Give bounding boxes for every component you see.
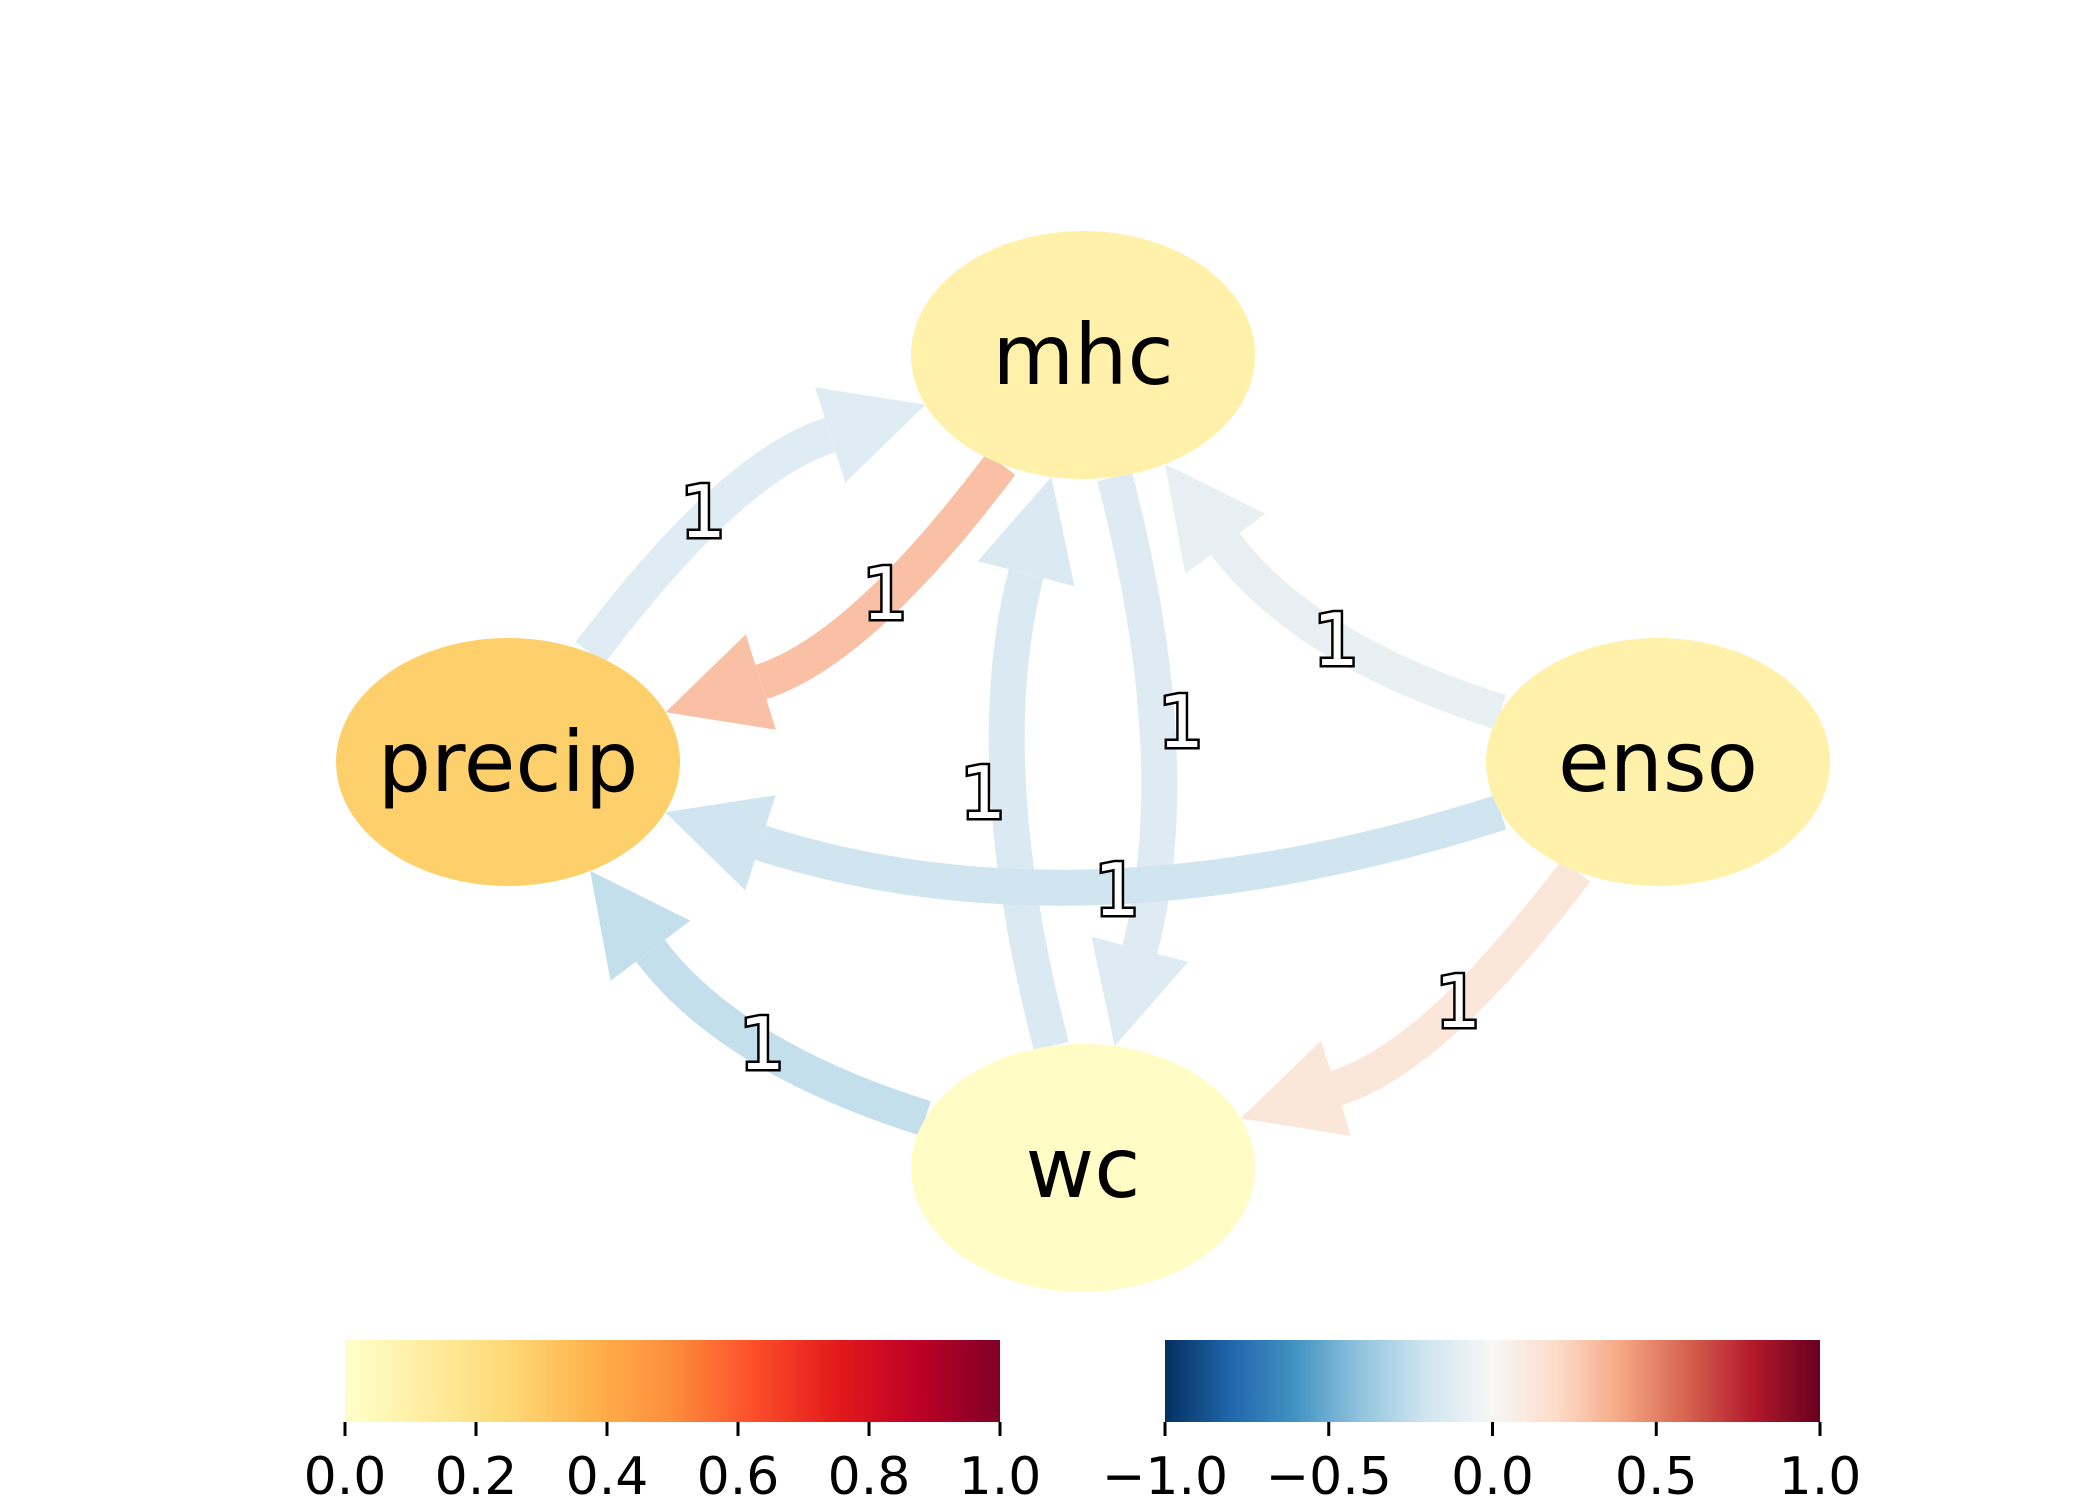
edge-mhc-precip: [665, 453, 1016, 730]
edge-arrowhead-enso-mhc: [1165, 463, 1266, 574]
edge-wc-mhc: [977, 476, 1075, 1051]
edge-label-wc-mhc: 1: [960, 751, 1006, 835]
edge-arrowhead-precip-mhc: [815, 387, 926, 483]
edge-shaft-mhc-precip: [755, 453, 1016, 700]
nodes-layer: mhc precip enso wc: [336, 231, 1830, 1292]
edge-label-mhc-wc: 1: [1158, 680, 1204, 764]
edge-enso-wc: [1240, 860, 1591, 1137]
node-label-wc: wc: [1026, 1119, 1141, 1217]
node-colorbar-ticks: 0.0 0.2 0.4 0.6 0.8 1.0: [304, 1422, 1042, 1500]
edge-label-wc-precip: 1: [739, 1002, 785, 1086]
edge-arrowhead-enso-precip: [665, 795, 776, 891]
node-wc: wc: [911, 1044, 1255, 1292]
edges-layer: [575, 387, 1591, 1137]
node-shape-mhc: [911, 231, 1255, 479]
edge-shaft-enso-mhc: [1210, 532, 1506, 730]
edge-colorbar-tick-label: 0.5: [1615, 1447, 1698, 1500]
node-colorbar: 0.0 0.2 0.4 0.6 0.8 1.0: [304, 1340, 1042, 1500]
edge-arrowhead-mhc-wc: [1091, 936, 1189, 1047]
edge-colorbar-ticks: −1.0 −0.5 0.0 0.5 1.0: [1102, 1422, 1861, 1500]
node-label-precip: precip: [378, 713, 639, 811]
edge-colorbar-gradient: [1165, 1340, 1820, 1422]
node-label-mhc: mhc: [992, 306, 1173, 404]
node-enso: enso: [1486, 638, 1830, 886]
node-shape-precip: [336, 638, 680, 886]
edge-precip-mhc: [575, 387, 926, 664]
edge-label-enso-precip: 1: [1094, 848, 1140, 932]
edge-label-enso-mhc: 1: [1313, 598, 1359, 682]
node-colorbar-tick-label: 0.6: [697, 1447, 780, 1500]
node-precip: precip: [336, 638, 680, 886]
edge-label-mhc-precip: 1: [862, 552, 908, 636]
node-mhc: mhc: [911, 231, 1255, 479]
node-colorbar-tick-label: 1.0: [959, 1447, 1042, 1500]
edge-colorbar-tick-label: −0.5: [1266, 1447, 1392, 1500]
node-label-enso: enso: [1558, 713, 1758, 811]
edge-label-enso-wc: 1: [1435, 960, 1481, 1044]
edge-shaft-wc-precip: [636, 939, 931, 1136]
node-colorbar-tick-label: 0.8: [828, 1447, 911, 1500]
edge-colorbar-tick-label: 0.0: [1451, 1447, 1534, 1500]
edge-arrowhead-mhc-precip: [665, 634, 776, 730]
node-colorbar-tick-label: 0.4: [566, 1447, 649, 1500]
edge-colorbar-tick-label: −1.0: [1102, 1447, 1228, 1500]
edge-arrowhead-wc-precip: [590, 870, 691, 981]
edge-enso-precip: [665, 795, 1507, 906]
edge-shaft-enso-wc: [1330, 860, 1591, 1106]
edge-label-precip-mhc: 1: [680, 470, 726, 554]
node-shape-enso: [1486, 638, 1830, 886]
edge-colorbar: −1.0 −0.5 0.0 0.5 1.0: [1102, 1340, 1861, 1500]
edge-shaft-precip-mhc: [575, 417, 836, 664]
node-colorbar-tick-label: 0.0: [304, 1447, 387, 1500]
edge-colorbar-tick-label: 1.0: [1779, 1447, 1862, 1500]
edge-arrowhead-enso-wc: [1240, 1040, 1352, 1137]
edge-arrowhead-wc-mhc: [977, 476, 1075, 587]
node-colorbar-gradient: [345, 1340, 1000, 1422]
edge-shaft-enso-precip: [754, 795, 1507, 906]
edge-enso-mhc: [1165, 463, 1506, 730]
edge-shaft-wc-mhc: [988, 569, 1069, 1051]
node-shape-wc: [911, 1044, 1255, 1292]
node-colorbar-tick-label: 0.2: [435, 1447, 518, 1500]
edge-wc-precip: [590, 870, 931, 1136]
